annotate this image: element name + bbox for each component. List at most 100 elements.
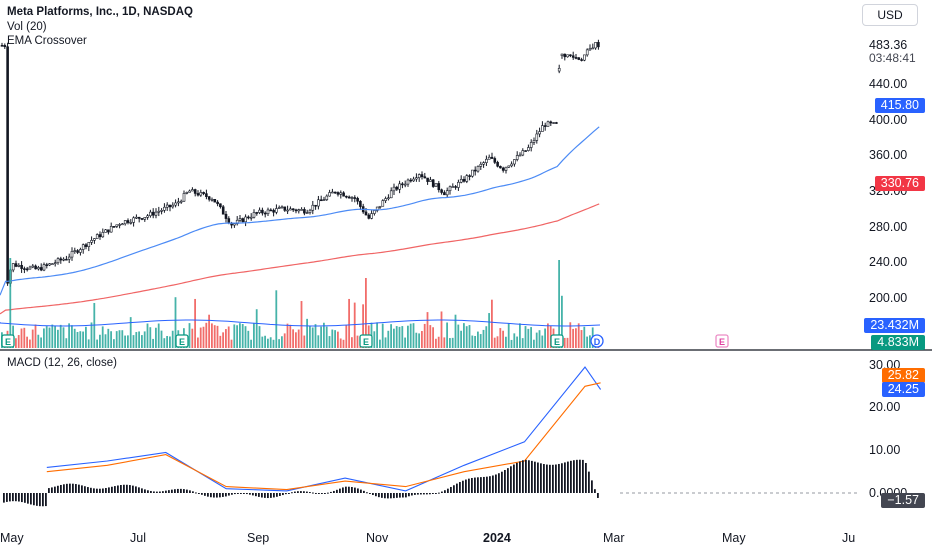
macd-histogram-bar	[447, 488, 449, 493]
macd-histogram-bar	[489, 476, 491, 493]
macd-histogram-bar	[519, 461, 521, 493]
earnings-marker	[1, 334, 15, 348]
macd-histogram-bar	[411, 493, 413, 496]
macd-histogram-bar	[378, 493, 380, 498]
price-candle	[482, 162, 485, 165]
volume-indicator-label[interactable]: Vol (20)	[7, 21, 47, 33]
price-candle	[356, 198, 359, 202]
volume-bar	[281, 336, 283, 348]
macd-histogram-bar	[39, 493, 41, 507]
volume-bar	[353, 302, 356, 348]
macd-histogram-bar	[483, 476, 485, 493]
macd-histogram-bar	[288, 493, 290, 494]
price-candle	[90, 240, 93, 243]
macd-histogram-bar	[33, 493, 35, 506]
volume-bar	[79, 331, 82, 348]
volume-bar	[521, 338, 524, 348]
volume-bar	[519, 323, 521, 348]
macd-histogram-bar	[306, 491, 308, 493]
macd-histogram-bar	[216, 493, 218, 498]
macd-histogram-bar	[312, 492, 314, 494]
price-candle	[199, 192, 203, 196]
volume-bar	[426, 312, 429, 348]
ema-slow-badge: 330.76	[874, 176, 925, 191]
price-candle	[244, 216, 247, 223]
time-label-may-2024: May	[722, 531, 746, 545]
macd-histogram-bar	[258, 493, 260, 497]
macd-histogram-bar	[3, 493, 5, 503]
macd-histogram-bar	[237, 493, 239, 494]
price-candle	[513, 159, 516, 165]
price-candle	[129, 222, 133, 224]
price-candle	[261, 209, 264, 214]
price-candle	[70, 251, 74, 258]
volume-bar	[169, 336, 171, 348]
volume-bar	[87, 339, 90, 348]
volume-bar	[71, 325, 73, 348]
price-candle	[109, 226, 113, 233]
macd-indicator-label[interactable]: MACD (12, 26, close)	[7, 357, 117, 369]
macd-histogram-bar	[501, 471, 503, 493]
macd-histogram-bar	[93, 488, 95, 493]
price-candle	[56, 258, 60, 264]
macd-histogram-bar	[522, 460, 524, 493]
macd-histogram-bar	[195, 492, 197, 494]
ema-indicator-label[interactable]: EMA Crossover	[7, 35, 87, 47]
price-candle	[283, 206, 287, 211]
macd-histogram-bar	[573, 460, 575, 493]
volume-bar	[303, 335, 306, 348]
price-candle	[291, 208, 295, 211]
macd-histogram-bar	[444, 490, 446, 493]
macd-histogram-bar	[201, 493, 203, 495]
macd-histogram-bar	[417, 493, 419, 495]
volume-bar	[244, 326, 247, 348]
price-candle	[359, 200, 362, 207]
price-candle	[415, 177, 418, 180]
macd-histogram-bar	[597, 493, 599, 498]
volume-bar	[432, 327, 434, 348]
volume-bar	[188, 323, 191, 348]
price-candle	[263, 212, 267, 215]
macd-histogram-bar	[186, 489, 188, 493]
price-candle	[373, 210, 376, 214]
volume-bar	[283, 333, 286, 348]
price-candle	[146, 215, 149, 218]
price-candle	[465, 175, 469, 182]
macd-histogram-bar	[135, 486, 137, 493]
volume-bar	[507, 323, 510, 348]
price-candle	[163, 206, 166, 211]
currency-button[interactable]: USD	[862, 4, 918, 26]
macd-histogram-bar	[204, 493, 206, 496]
macd-histogram-bar	[150, 490, 152, 493]
macd-line-badge: 24.25	[881, 382, 925, 397]
price-candle	[501, 167, 505, 171]
price-candle	[454, 186, 457, 188]
bar-countdown: 03:48:41	[869, 51, 916, 65]
price-candle	[76, 250, 79, 253]
macd-histogram-bar	[291, 492, 293, 494]
price-candle	[331, 191, 334, 194]
price-candle	[406, 179, 410, 185]
macd-histogram-bar	[552, 464, 554, 493]
price-candle	[185, 192, 189, 194]
volume-bar	[261, 336, 264, 348]
volume-bar	[118, 330, 121, 348]
volume-bar	[423, 323, 426, 348]
price-candle	[585, 49, 589, 56]
price-candle	[403, 183, 407, 186]
macd-histogram-bar	[255, 493, 257, 497]
price-candle	[431, 179, 435, 187]
price-candle	[364, 211, 368, 216]
price-candle	[65, 258, 68, 261]
price-candle	[118, 224, 121, 226]
volume-bar	[451, 337, 454, 348]
volume-bar	[356, 335, 359, 348]
price-candle	[367, 214, 371, 219]
price-candle	[546, 121, 550, 127]
macd-histogram-bar	[234, 493, 236, 495]
volume-bar	[31, 329, 34, 348]
volume-bar	[516, 336, 518, 348]
macd-histogram-bar	[60, 484, 62, 493]
volume-bar	[272, 339, 275, 348]
